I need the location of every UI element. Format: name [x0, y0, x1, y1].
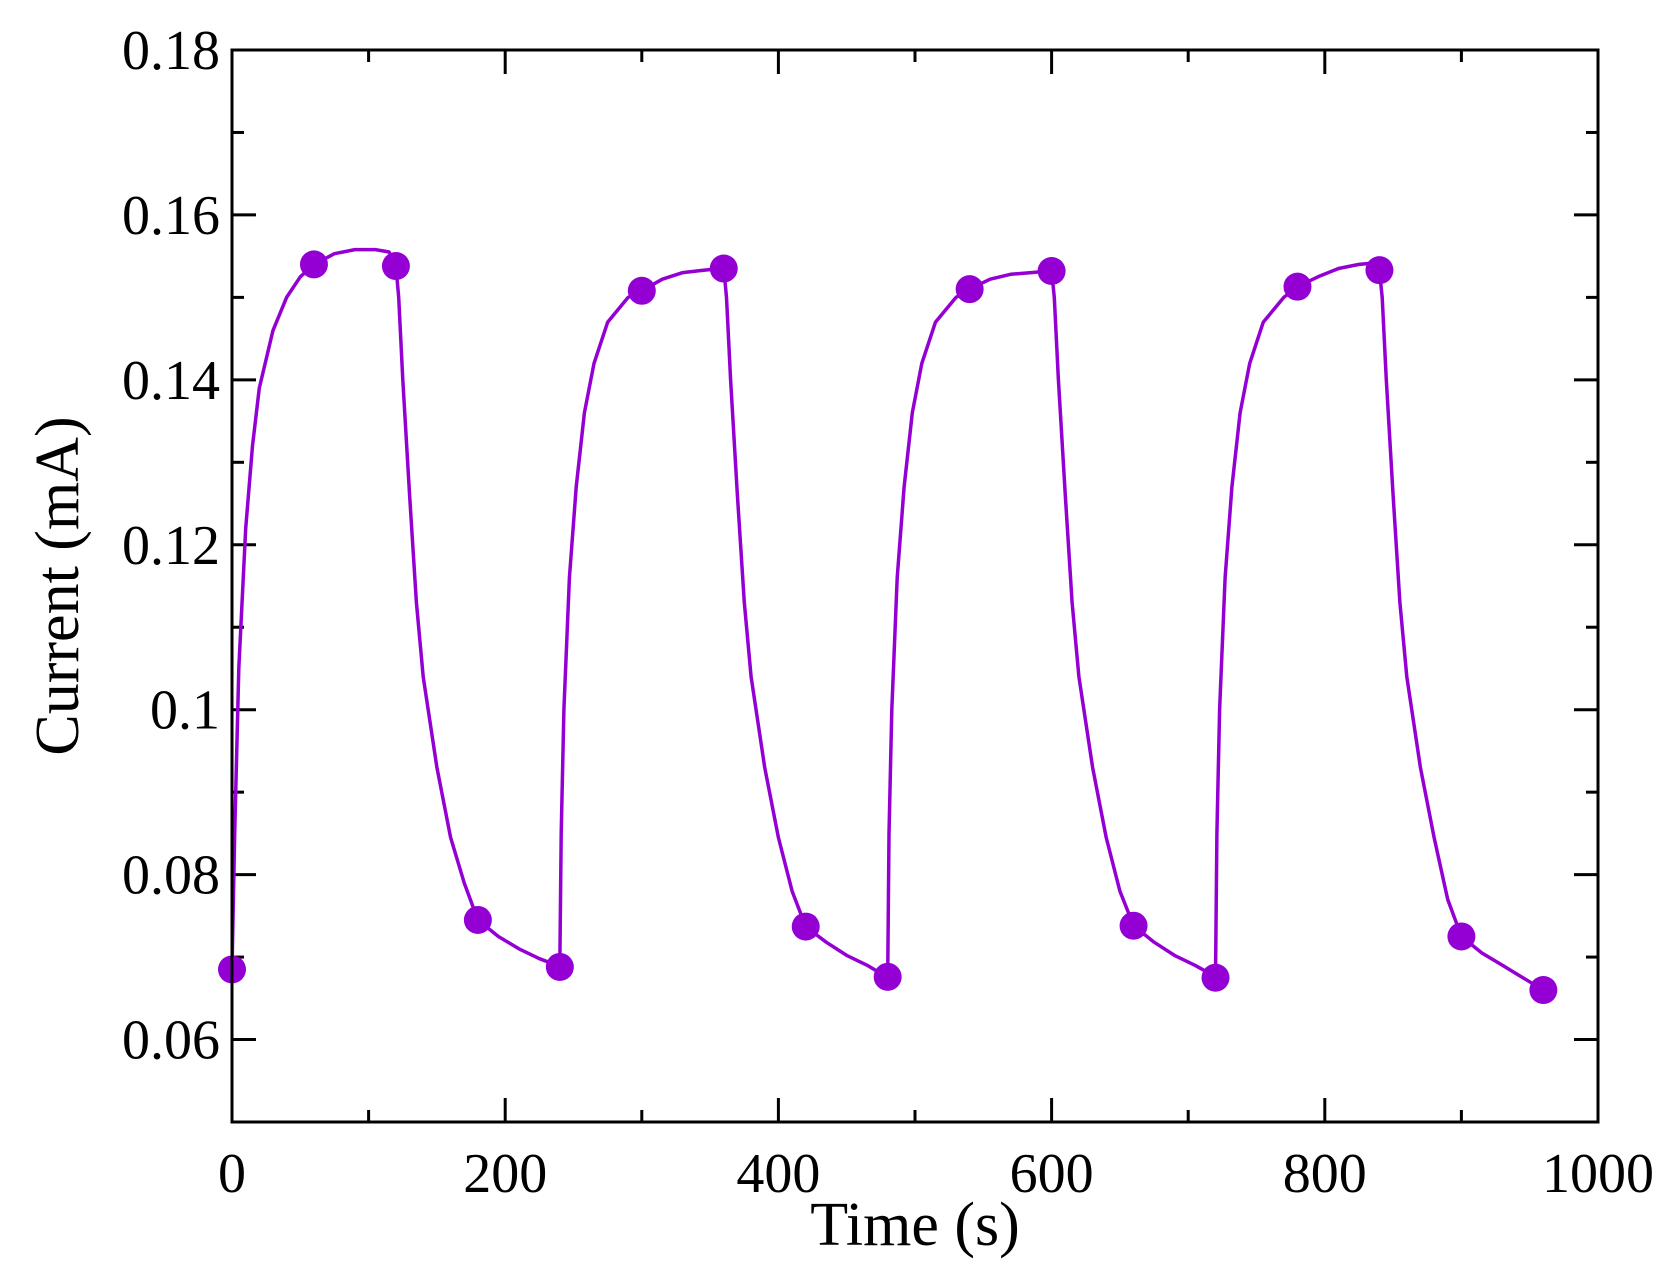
- data-point-marker: [1201, 963, 1230, 992]
- series-line: [230, 247, 1546, 992]
- series-layer: [218, 247, 1558, 1005]
- ticks-layer: [230, 48, 1600, 1124]
- data-point-marker: [1365, 256, 1394, 285]
- y-tick-label: 0.1: [150, 680, 220, 742]
- data-point-marker: [955, 275, 984, 304]
- x-tick-label: 1000: [1542, 1143, 1654, 1205]
- data-point-marker: [1529, 976, 1558, 1005]
- y-tick-label: 0.18: [122, 20, 220, 82]
- x-tick-label: 0: [218, 1143, 246, 1205]
- data-point-marker: [709, 254, 738, 283]
- data-point-marker: [873, 962, 902, 991]
- tick-labels-layer: 0 200 400 600 800 1000 0.06 0.08 0.1 0.12 0.14 0.16…: [122, 20, 1654, 1205]
- x-axis-title: Time (s): [810, 1191, 1020, 1259]
- y-tick-label: 0.12: [122, 515, 220, 577]
- data-point-marker: [627, 276, 656, 305]
- x-tick-label: 800: [1283, 1143, 1367, 1205]
- x-tick-label: 400: [736, 1143, 820, 1205]
- data-point-marker: [545, 952, 574, 981]
- y-tick-label: 0.14: [122, 350, 220, 412]
- y-tick-label: 0.16: [122, 185, 220, 247]
- x-tick-label: 600: [1010, 1143, 1094, 1205]
- x-tick-label: 200: [463, 1143, 547, 1205]
- data-point-marker: [1037, 256, 1066, 285]
- y-axis-title: Current (mA): [24, 416, 92, 755]
- data-point-marker: [463, 905, 492, 934]
- data-point-marker: [791, 912, 820, 941]
- data-point-marker: [1447, 922, 1476, 951]
- data-point-marker: [381, 252, 410, 281]
- plot-frame: [230, 48, 1600, 1124]
- y-tick-label: 0.08: [122, 845, 220, 907]
- data-point-marker: [1283, 272, 1312, 301]
- data-point-marker: [1119, 911, 1148, 940]
- data-point-marker: [299, 250, 328, 279]
- y-tick-label: 0.06: [122, 1010, 220, 1072]
